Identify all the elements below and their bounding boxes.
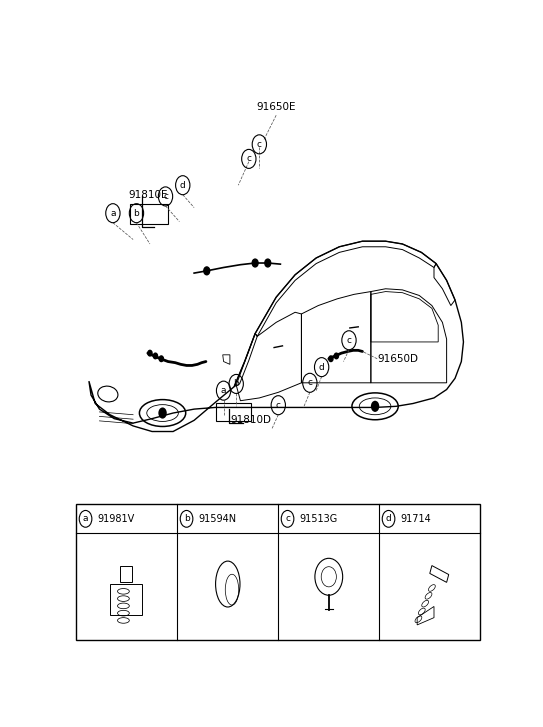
Text: c: c: [276, 401, 281, 410]
Text: 91650E: 91650E: [256, 103, 296, 113]
Text: c: c: [285, 514, 290, 523]
Circle shape: [204, 267, 210, 275]
Circle shape: [371, 401, 379, 412]
Circle shape: [265, 259, 271, 267]
Text: a: a: [83, 514, 89, 523]
Text: c: c: [247, 154, 251, 164]
Text: d: d: [319, 363, 325, 371]
Text: 91981V: 91981V: [97, 514, 135, 524]
Text: b: b: [184, 514, 190, 523]
Circle shape: [334, 353, 338, 358]
Text: a: a: [221, 386, 226, 395]
Circle shape: [252, 259, 258, 267]
Bar: [110, 584, 142, 615]
Text: d: d: [180, 181, 186, 190]
Circle shape: [153, 353, 157, 358]
Text: c: c: [257, 140, 262, 149]
Text: b: b: [233, 379, 239, 388]
Circle shape: [159, 356, 163, 361]
Text: c: c: [346, 336, 351, 345]
Circle shape: [329, 356, 333, 361]
Text: d: d: [386, 514, 392, 523]
Text: a: a: [110, 209, 116, 217]
Text: 91810E: 91810E: [128, 190, 168, 201]
Circle shape: [148, 350, 152, 356]
Bar: [76, 505, 480, 640]
Text: 91594N: 91594N: [198, 514, 236, 524]
Text: 91513G: 91513G: [299, 514, 338, 524]
Text: c: c: [163, 192, 168, 201]
Text: b: b: [134, 209, 140, 217]
Text: 91810D: 91810D: [230, 415, 272, 425]
Bar: [121, 566, 132, 582]
Text: 91714: 91714: [400, 514, 431, 524]
Text: 91650D: 91650D: [377, 354, 418, 364]
Text: c: c: [307, 378, 312, 387]
Circle shape: [159, 407, 167, 419]
